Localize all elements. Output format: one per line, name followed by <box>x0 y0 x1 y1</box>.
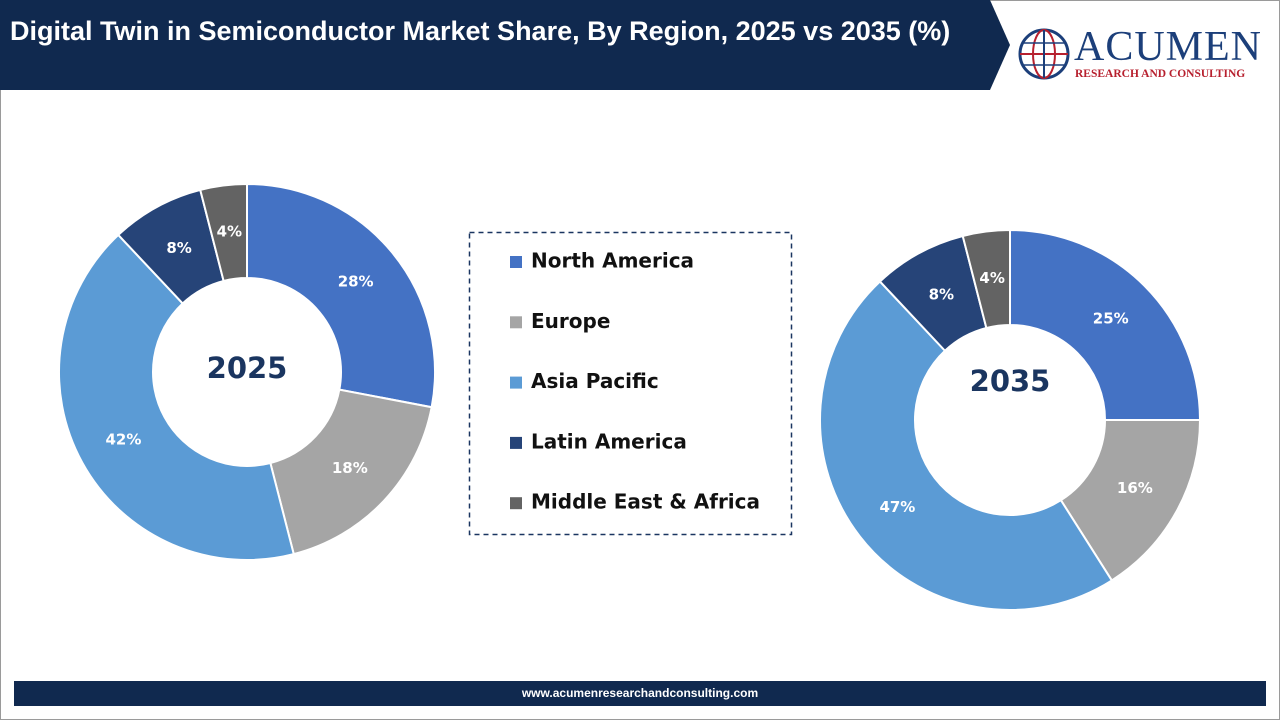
legend-box <box>468 231 793 536</box>
data-label: 4% <box>217 223 242 241</box>
legend-label: North America <box>531 249 694 273</box>
donut-slice <box>199 182 248 283</box>
legend-label: Europe <box>531 309 610 333</box>
donut-slice <box>961 228 1011 330</box>
data-label: 8% <box>929 286 954 304</box>
logo-name: ACUMEN <box>1074 24 1263 70</box>
data-label: 42% <box>105 430 141 448</box>
donut-slice <box>1059 419 1202 582</box>
data-label: 28% <box>338 273 374 291</box>
data-label: 47% <box>879 498 915 516</box>
donut-slice <box>819 280 1114 611</box>
logo-globe <box>1018 28 1070 80</box>
title-bar <box>0 0 1010 90</box>
data-label: 18% <box>332 459 368 477</box>
center-label: 2025 <box>207 351 288 385</box>
footer-url: www.acumenresearchandconsulting.com <box>14 681 1266 706</box>
legend-label: Asia Pacific <box>531 369 659 393</box>
data-label: 16% <box>1117 479 1153 497</box>
chart: 28% 18% 42% 8% 4% 2025 25% 16% 47% 8% 4% 2035 North … <box>58 182 1202 611</box>
legend-swatch <box>510 376 522 389</box>
legend-label: Latin America <box>531 429 687 453</box>
center-label: 2035 <box>970 364 1051 398</box>
legend-swatch <box>510 316 522 329</box>
legend-label: Middle East & Africa <box>531 490 760 514</box>
donut-slice <box>246 182 436 409</box>
data-label: 8% <box>166 239 191 257</box>
data-label: 25% <box>1093 310 1129 328</box>
donut-slice <box>1009 228 1202 421</box>
legend-swatch <box>510 497 522 510</box>
logo-tagline: RESEARCH AND CONSULTING <box>1075 68 1246 80</box>
legend-swatch <box>510 256 522 268</box>
data-label: 4% <box>979 269 1004 287</box>
legend-swatch <box>510 436 522 449</box>
donut-slice <box>58 233 295 561</box>
title: Digital Twin in Semiconductor Market Sha… <box>10 16 951 46</box>
donut-slice <box>269 388 433 556</box>
